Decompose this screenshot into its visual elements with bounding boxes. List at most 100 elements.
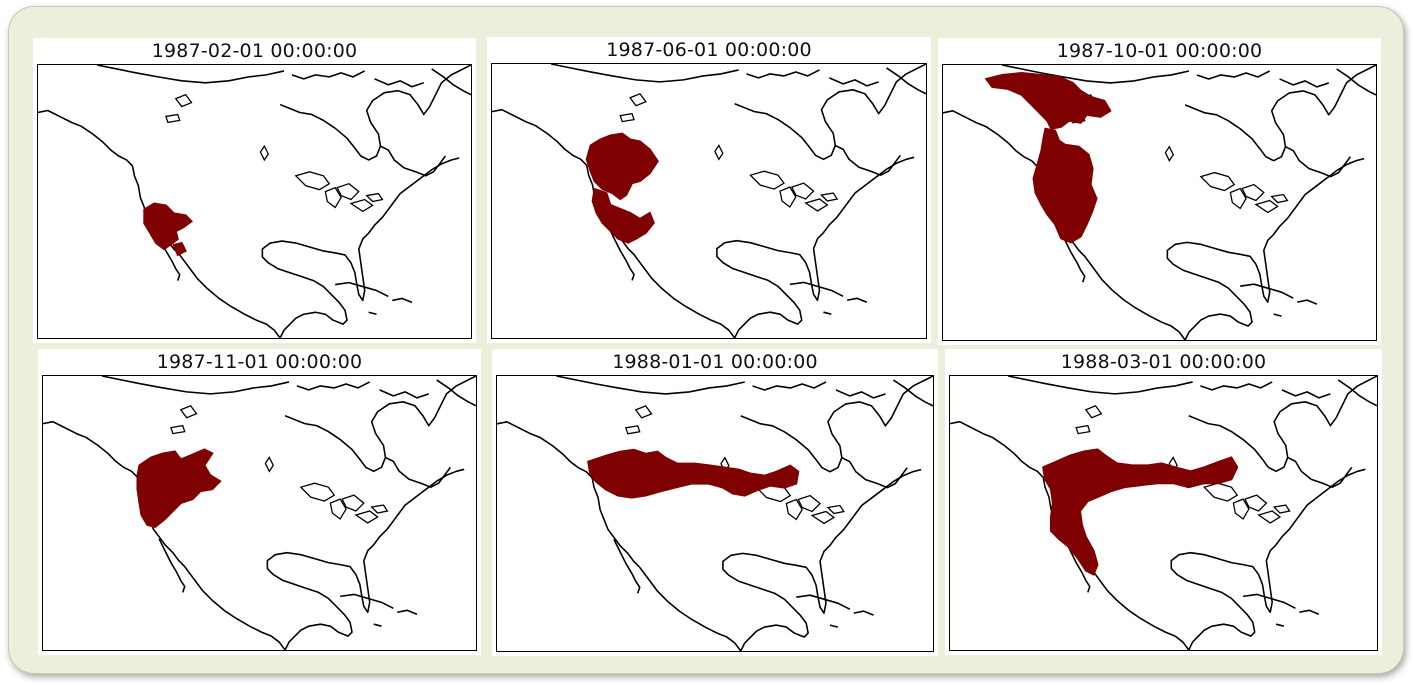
basemap xyxy=(492,64,926,338)
coastline xyxy=(1299,609,1320,615)
coastline xyxy=(1242,593,1296,610)
coastline xyxy=(335,281,389,298)
coastline xyxy=(846,297,868,303)
north-america-map xyxy=(950,376,1377,650)
coastline xyxy=(1170,468,1366,650)
lake-outline xyxy=(1164,145,1175,162)
lake-outline xyxy=(294,171,331,191)
lake-outline xyxy=(810,510,836,525)
north-america-map xyxy=(43,376,476,650)
coastline xyxy=(1275,623,1285,627)
lake-outline xyxy=(1229,187,1247,210)
coastline xyxy=(1166,157,1365,340)
lake-outline xyxy=(797,494,822,513)
coastline xyxy=(1337,379,1377,407)
coastline xyxy=(284,376,476,473)
coastline xyxy=(436,379,476,407)
lake-outline xyxy=(1257,510,1282,524)
coastline xyxy=(1240,283,1294,299)
coastline xyxy=(886,67,926,95)
coastline xyxy=(392,297,413,304)
affected-region xyxy=(136,448,222,528)
coastline xyxy=(752,381,827,391)
lake-outline xyxy=(170,424,186,435)
panel-title: 1987-06-01 00:00:00 xyxy=(606,39,812,61)
coastline xyxy=(1001,65,1190,84)
coastline xyxy=(96,65,285,84)
north-america-map xyxy=(38,65,471,338)
coastline xyxy=(101,376,290,395)
lake-outline xyxy=(634,405,653,419)
panel-title: 1988-01-01 00:00:00 xyxy=(612,351,818,373)
coastline xyxy=(841,456,908,489)
lake-outline xyxy=(324,186,342,209)
coastline xyxy=(1281,389,1331,399)
coastline xyxy=(716,156,915,338)
coastline xyxy=(1287,456,1353,488)
coastline xyxy=(380,145,447,177)
coastline xyxy=(1184,65,1376,162)
coastline xyxy=(1273,313,1282,317)
lake-outline xyxy=(365,192,384,203)
panel-title: 1988-03-01 00:00:00 xyxy=(1060,351,1267,373)
basemap xyxy=(43,376,476,650)
lake-outline xyxy=(629,92,647,107)
coastline xyxy=(740,376,933,473)
coastline xyxy=(835,389,886,399)
lake-outline xyxy=(1084,404,1103,419)
lake-outline xyxy=(259,144,270,162)
map-frame xyxy=(949,375,1378,651)
north-america-map xyxy=(943,65,1376,340)
coastline xyxy=(291,70,366,80)
lake-outline xyxy=(299,482,336,502)
lake-outline xyxy=(341,494,365,512)
coastline xyxy=(368,311,377,316)
panel-title: 1987-11-01 00:00:00 xyxy=(156,351,363,373)
coastline xyxy=(722,468,922,651)
coastline xyxy=(279,65,471,161)
lake-outline xyxy=(1244,494,1268,512)
coastline xyxy=(1336,68,1376,96)
coastline xyxy=(853,610,874,616)
lake-outline xyxy=(1232,498,1250,520)
coastline xyxy=(385,456,452,488)
lake-outline xyxy=(1272,504,1291,514)
lake-outline xyxy=(1241,183,1265,202)
coastline xyxy=(43,420,286,650)
lake-outline xyxy=(165,113,181,124)
coastline xyxy=(1200,381,1273,391)
map-panel-5: 1988-01-01 00:00:00 xyxy=(492,349,938,656)
coastline xyxy=(734,64,926,161)
lake-outline xyxy=(826,504,845,515)
lake-outline xyxy=(329,498,347,520)
basemap xyxy=(950,376,1377,650)
coastline xyxy=(796,594,851,610)
coastline xyxy=(829,624,839,628)
coastline xyxy=(431,68,471,96)
coastline xyxy=(551,64,739,83)
map-frame xyxy=(37,64,472,339)
map-frame xyxy=(942,64,1377,341)
coastline xyxy=(892,379,933,407)
map-panel-3: 1987-10-01 00:00:00 xyxy=(938,38,1381,345)
lake-outline xyxy=(804,198,829,212)
lake-outline xyxy=(1075,424,1091,435)
affected-region xyxy=(1042,448,1239,576)
lake-outline xyxy=(264,456,275,473)
coastline xyxy=(607,226,635,281)
coastline xyxy=(266,468,465,650)
lake-outline xyxy=(820,192,839,202)
coastline xyxy=(397,609,418,615)
map-frame xyxy=(496,375,934,652)
lake-outline xyxy=(619,112,635,123)
coastline xyxy=(1008,376,1193,395)
north-america-map xyxy=(492,64,926,338)
coastline xyxy=(1063,538,1091,593)
coastline xyxy=(1285,145,1352,178)
lake-outline xyxy=(349,198,374,213)
lake-outline xyxy=(714,144,724,161)
coastline xyxy=(373,623,382,627)
lake-outline xyxy=(749,170,785,190)
coastline xyxy=(1279,78,1330,88)
coastline xyxy=(613,539,641,594)
